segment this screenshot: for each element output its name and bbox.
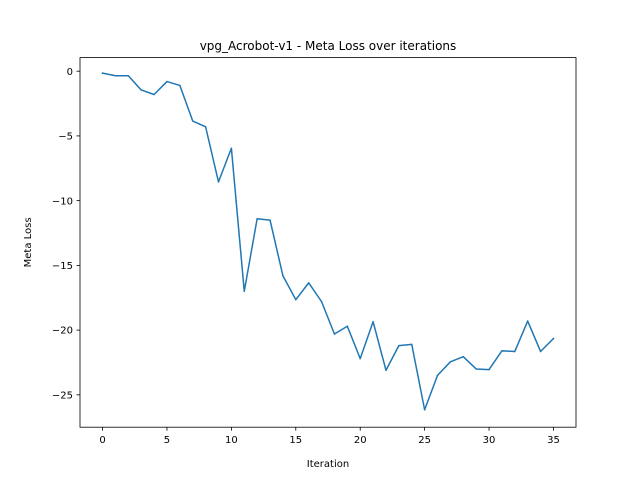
x-tick-label: 35 [547,435,560,446]
data-point [269,219,271,221]
data-point [449,361,452,363]
data-point [501,350,503,352]
data-point [179,84,181,87]
y-tick-label: −20 [52,326,73,337]
data-point [539,350,542,353]
data-point [385,369,387,371]
x-axis-ticks: 0 5 10 15 20 25 30 35 [99,427,560,446]
data-point [423,408,426,411]
data-point [166,80,168,83]
x-tick-label: 20 [354,435,367,446]
x-axis-label: Iteration [307,459,349,470]
data-point [282,274,284,277]
y-axis-label: Meta Loss [23,217,34,267]
data-point [307,282,310,284]
data-point [436,374,439,377]
data-point [114,74,117,77]
data-point [552,337,555,340]
x-tick-label: 5 [164,435,170,446]
x-tick-label: 25 [418,435,431,446]
data-point [372,320,374,323]
data-point [256,218,258,220]
data-point [359,357,361,360]
data-point [204,126,207,128]
y-tick-label: 0 [67,67,73,78]
data-point [346,325,349,327]
y-tick-label: −10 [52,196,73,207]
data-point [398,344,400,347]
data-point [191,120,194,122]
data-point [462,355,465,358]
data-point [243,290,246,293]
y-tick-label: −25 [52,390,73,401]
x-tick-label: 30 [483,435,496,446]
data-point [153,93,155,96]
data-point [127,74,130,77]
plot-area [101,72,555,411]
y-tick-label: −5 [58,132,73,143]
x-tick-label: 0 [99,435,105,446]
series-line [101,72,555,411]
data-point [333,333,336,335]
y-axis-ticks: 0 −5 −10 −15 −20 −25 [52,67,80,401]
data-point [410,343,413,346]
x-tick-label: 15 [289,435,302,446]
data-point [526,320,529,322]
data-point [230,147,233,149]
data-point [140,89,142,91]
data-point [101,72,104,74]
data-point [295,298,297,301]
data-point [217,181,220,183]
data-point [320,300,323,303]
axes-frame [79,57,577,428]
chart-title: vpg_Acrobot-v1 - Meta Loss over iteratio… [200,39,457,53]
x-tick-label: 10 [225,435,238,446]
data-point [475,368,477,370]
data-point [514,350,516,353]
data-point [488,368,490,371]
y-tick-label: −15 [52,261,73,272]
